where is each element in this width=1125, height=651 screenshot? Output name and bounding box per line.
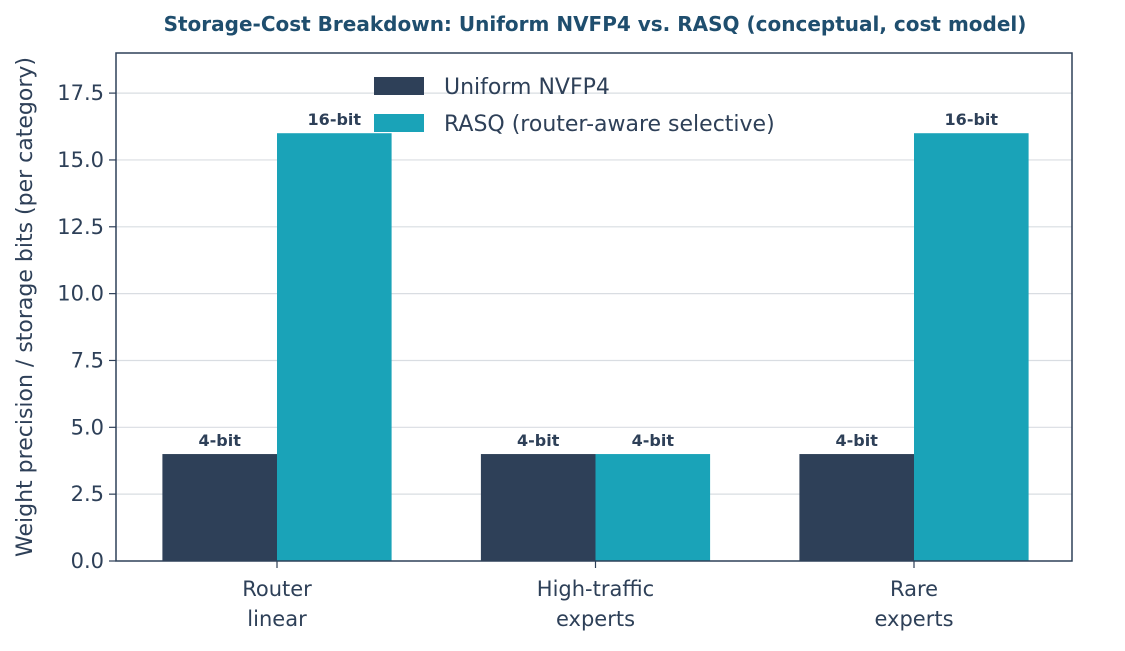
bar	[162, 454, 277, 561]
x-tick-label: Router	[242, 577, 312, 601]
y-tick-label: 12.5	[57, 215, 104, 239]
bar	[799, 454, 914, 561]
bar	[480, 454, 596, 561]
bar-value-label: 4-bit	[199, 431, 242, 450]
y-tick-label: 17.5	[57, 81, 104, 105]
bar	[277, 133, 392, 562]
y-axis: 0.0 2.5 5.0 7.5 10.0 12.5 15.0 17.5	[57, 81, 116, 573]
y-tick-label: 5.0	[71, 415, 104, 439]
chart-title: Storage-Cost Breakdown: Uniform NVFP4 vs…	[164, 12, 1027, 36]
plot-frame	[115, 52, 1073, 562]
bar-value-label: 16-bit	[308, 110, 362, 129]
x-tick-label: experts	[874, 607, 953, 631]
y-tick-label: 2.5	[71, 482, 104, 506]
legend: Uniform NVFP4 RASQ (router-aware selectiv…	[374, 75, 775, 137]
bar-value-label: 4-bit	[517, 431, 560, 450]
legend-label: RASQ (router-aware selective)	[444, 112, 775, 137]
x-axis: Router linear High-traffic experts Rare exper…	[242, 561, 954, 631]
bar-labels: 4-bit 16-bit 4-bit 4-bit 4-bit 16-bit	[199, 110, 999, 450]
y-axis-label: Weight precision / storage bits (per cat…	[13, 57, 38, 557]
legend-label: Uniform NVFP4	[444, 75, 610, 100]
x-tick-label: experts	[556, 607, 635, 631]
y-tick-label: 7.5	[71, 348, 104, 372]
bar-value-label: 4-bit	[836, 431, 879, 450]
legend-swatch	[374, 114, 424, 132]
x-tick-label: linear	[247, 607, 307, 631]
x-tick-label: High-traffic	[537, 577, 654, 601]
y-tick-label: 10.0	[57, 282, 104, 306]
grid-lines	[116, 92, 1072, 495]
bars	[162, 133, 1029, 562]
bar-value-label: 4-bit	[632, 431, 675, 450]
y-tick-label: 15.0	[57, 148, 104, 172]
bar	[595, 454, 711, 561]
bar-value-label: 16-bit	[945, 110, 999, 129]
legend-swatch	[374, 77, 424, 95]
x-tick-label: Rare	[890, 577, 938, 601]
y-tick-label: 0.0	[71, 549, 104, 573]
bar	[914, 133, 1029, 562]
